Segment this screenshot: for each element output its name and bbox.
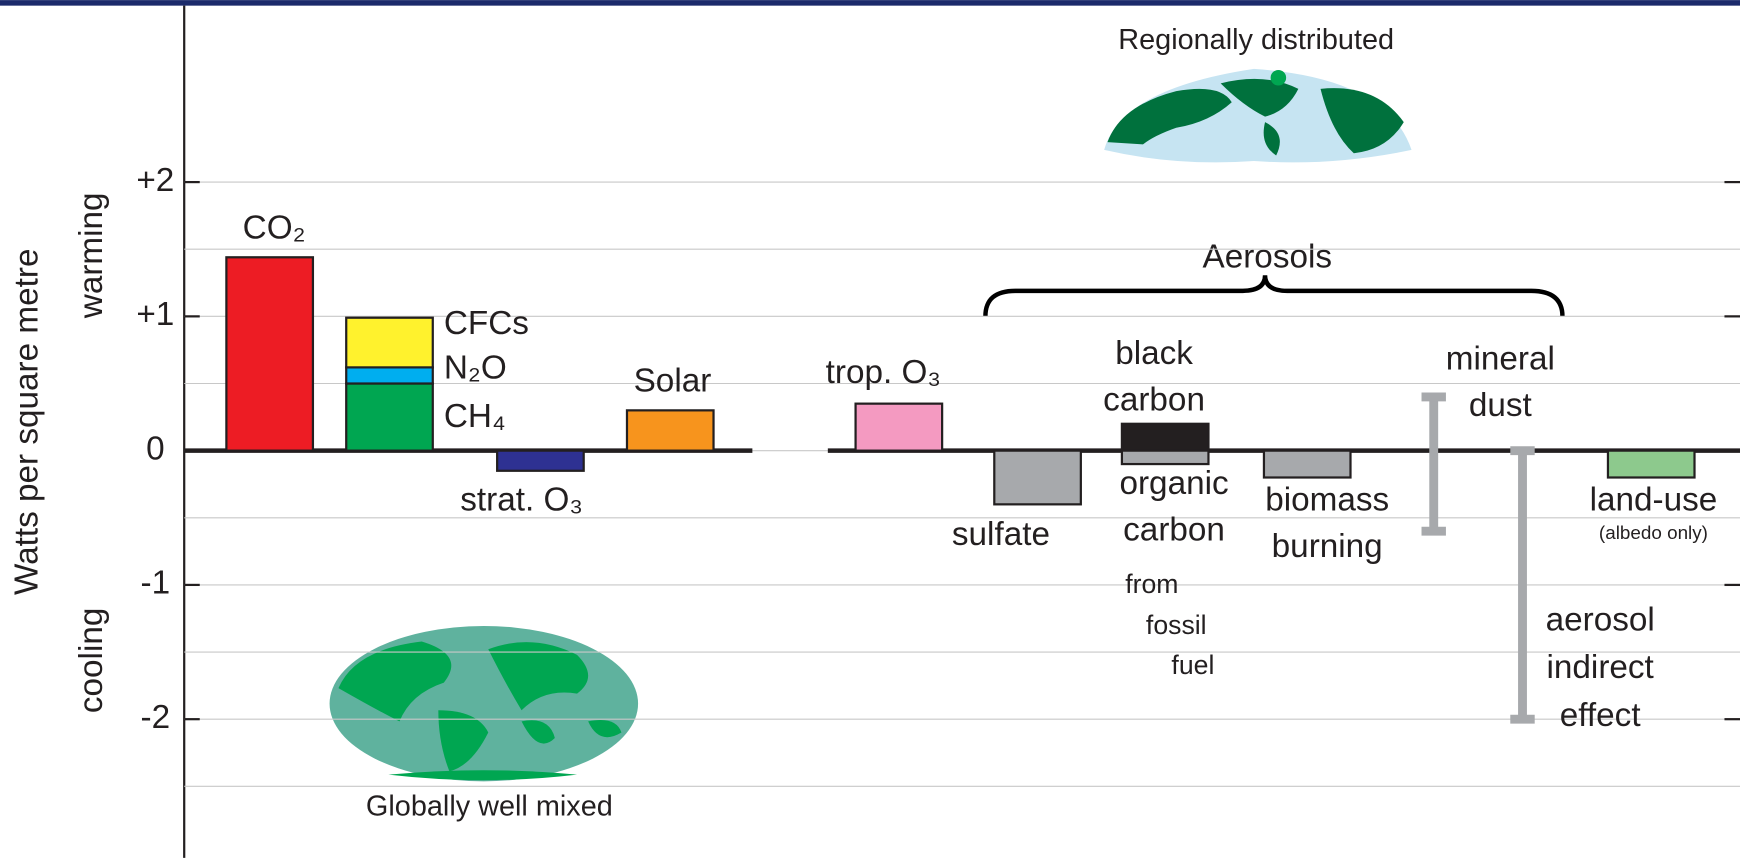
top-band bbox=[0, 0, 1740, 6]
bar-label: strat. O₃ bbox=[460, 481, 583, 518]
bar bbox=[625, 409, 715, 452]
bar-label: carbon bbox=[1123, 511, 1225, 548]
regional-globe bbox=[1104, 68, 1412, 163]
segment-label: CH₄ bbox=[444, 398, 506, 435]
bar-label: Solar bbox=[634, 363, 712, 400]
y-tick-label: -1 bbox=[141, 565, 171, 602]
bar-label: CO₂ bbox=[243, 210, 306, 247]
bar-label: trop. O₃ bbox=[826, 354, 941, 391]
bar bbox=[345, 316, 434, 369]
bar-label: biomass bbox=[1265, 481, 1389, 518]
segment-label: CFCs bbox=[444, 305, 529, 342]
bar-label: carbon bbox=[1103, 382, 1205, 419]
bar bbox=[1262, 449, 1352, 479]
group-label: Aerosols bbox=[1203, 238, 1333, 275]
bar bbox=[345, 382, 434, 452]
bar-label: land-use bbox=[1590, 481, 1718, 518]
bar-label: dust bbox=[1469, 387, 1532, 424]
y-tick-label: +1 bbox=[136, 296, 174, 333]
y-tick-label: -2 bbox=[141, 699, 171, 736]
bar bbox=[496, 449, 585, 472]
bar bbox=[1120, 422, 1210, 452]
segment-label: N₂O bbox=[444, 349, 507, 386]
bar bbox=[1120, 449, 1210, 466]
bar bbox=[225, 256, 315, 452]
note: from bbox=[1125, 569, 1178, 599]
bar-label: mineral bbox=[1446, 341, 1555, 378]
bar-label: burning bbox=[1272, 528, 1383, 565]
note: fuel bbox=[1171, 650, 1214, 680]
global-globe bbox=[329, 625, 639, 782]
bar-label: organic bbox=[1119, 465, 1228, 502]
bar-label: effect bbox=[1560, 697, 1641, 734]
y-axis-label: Watts per square metre bbox=[9, 249, 46, 596]
bar bbox=[993, 449, 1082, 506]
global-caption: Globally well mixed bbox=[366, 791, 613, 823]
bar-label: black bbox=[1115, 335, 1193, 372]
aerosol-brace bbox=[983, 275, 1565, 317]
bar-label: sulfate bbox=[952, 516, 1050, 553]
bar bbox=[345, 366, 434, 385]
note: fossil bbox=[1146, 610, 1207, 640]
note: (albedo only) bbox=[1599, 522, 1708, 543]
regional-caption: Regionally distributed bbox=[1118, 24, 1394, 56]
bar bbox=[854, 402, 944, 452]
y-tick-label: 0 bbox=[146, 430, 165, 467]
y-tick-label: +2 bbox=[136, 162, 174, 199]
cooling-label: cooling bbox=[73, 608, 110, 713]
bar-label: aerosol bbox=[1546, 601, 1655, 638]
bar-label: indirect bbox=[1547, 649, 1654, 686]
bar bbox=[1606, 449, 1696, 479]
warming-label: warming bbox=[73, 192, 110, 319]
